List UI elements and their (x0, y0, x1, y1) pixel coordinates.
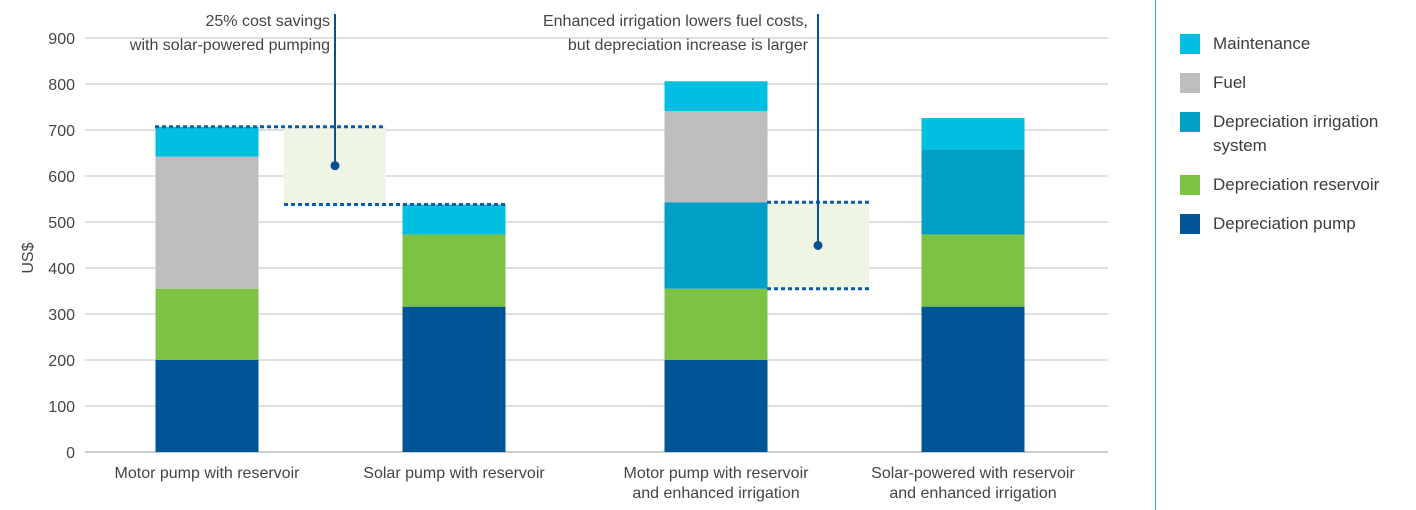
legend-divider (1155, 0, 1156, 510)
legend-label: Depreciation reservoir (1213, 175, 1380, 194)
legend-swatch (1180, 214, 1200, 234)
bar-segment (921, 149, 1025, 235)
bar-segment (921, 118, 1025, 150)
annotation-text: with solar-powered pumping (129, 37, 330, 54)
legend-item: Maintenance (1180, 32, 1416, 56)
bar-segment (155, 360, 259, 452)
annotation-dot (813, 240, 823, 250)
bar-segment (664, 360, 768, 452)
legend-label: Fuel (1213, 73, 1247, 92)
bars (155, 81, 1025, 452)
y-tick-label: 0 (66, 445, 75, 462)
x-tick-label: Solar-powered with reservoir (871, 465, 1075, 482)
bar-segment (921, 306, 1025, 452)
y-axis: 0 100 200 300 400 500 600 700 800 900 (48, 31, 75, 462)
bar-segment (155, 288, 259, 360)
legend-label: Maintenance (1213, 34, 1311, 53)
x-tick-label: Motor pump with reservoir (115, 465, 301, 482)
y-tick-label: 700 (48, 123, 75, 140)
y-tick-label: 600 (48, 169, 75, 186)
stacked-bar-chart: 0 100 200 300 400 500 600 700 800 900 US$ Motor p… (20, 13, 1108, 502)
bar-segment (402, 306, 506, 452)
annotation-text: 25% cost savings (205, 13, 330, 30)
legend-swatch (1180, 112, 1200, 132)
x-tick-label: and enhanced irrigation (889, 485, 1056, 502)
y-tick-label: 200 (48, 353, 75, 370)
x-tick-label: and enhanced irrigation (632, 485, 799, 502)
bar-segment (664, 288, 768, 360)
bar-segment (664, 81, 768, 112)
legend-item: Fuel (1180, 71, 1416, 95)
legend-item: Depreciation irrigation system (1180, 110, 1416, 158)
y-tick-label: 500 (48, 215, 75, 232)
legend-label: Depreciation pump (1213, 214, 1356, 233)
y-tick-label: 900 (48, 31, 75, 48)
x-axis: Motor pump with reservoir Solar pump with… (115, 465, 1076, 502)
x-tick-label: Motor pump with reservoir (624, 465, 810, 482)
bar-segment (921, 234, 1025, 307)
legend-item: Depreciation pump (1180, 212, 1416, 236)
annotation-text: Enhanced irrigation lowers fuel costs, (543, 13, 808, 30)
legend-swatch (1180, 34, 1200, 54)
bar-segment (664, 111, 768, 203)
bar-segment (664, 202, 768, 289)
y-axis-label: US$ (20, 242, 37, 273)
annotations: 25% cost savings with solar-powered pumpi… (129, 13, 869, 291)
bar-segment (155, 126, 259, 157)
y-tick-label: 800 (48, 77, 75, 94)
y-tick-label: 400 (48, 261, 75, 278)
legend: Maintenance Fuel Depreciation irrigation s… (1180, 32, 1416, 251)
bar-segment (155, 156, 259, 289)
y-tick-label: 100 (48, 399, 75, 416)
legend-label: Depreciation irrigation system (1213, 112, 1379, 155)
annotation-text: but depreciation increase is larger (568, 37, 809, 54)
legend-swatch (1180, 73, 1200, 93)
x-tick-label: Solar pump with reservoir (363, 465, 545, 482)
bar-segment (402, 204, 506, 235)
annotation-bands (284, 126, 869, 289)
y-tick-label: 300 (48, 307, 75, 324)
legend-swatch (1180, 175, 1200, 195)
annotation-dot (330, 161, 340, 171)
bar-segment (402, 234, 506, 307)
legend-item: Depreciation reservoir (1180, 173, 1416, 197)
